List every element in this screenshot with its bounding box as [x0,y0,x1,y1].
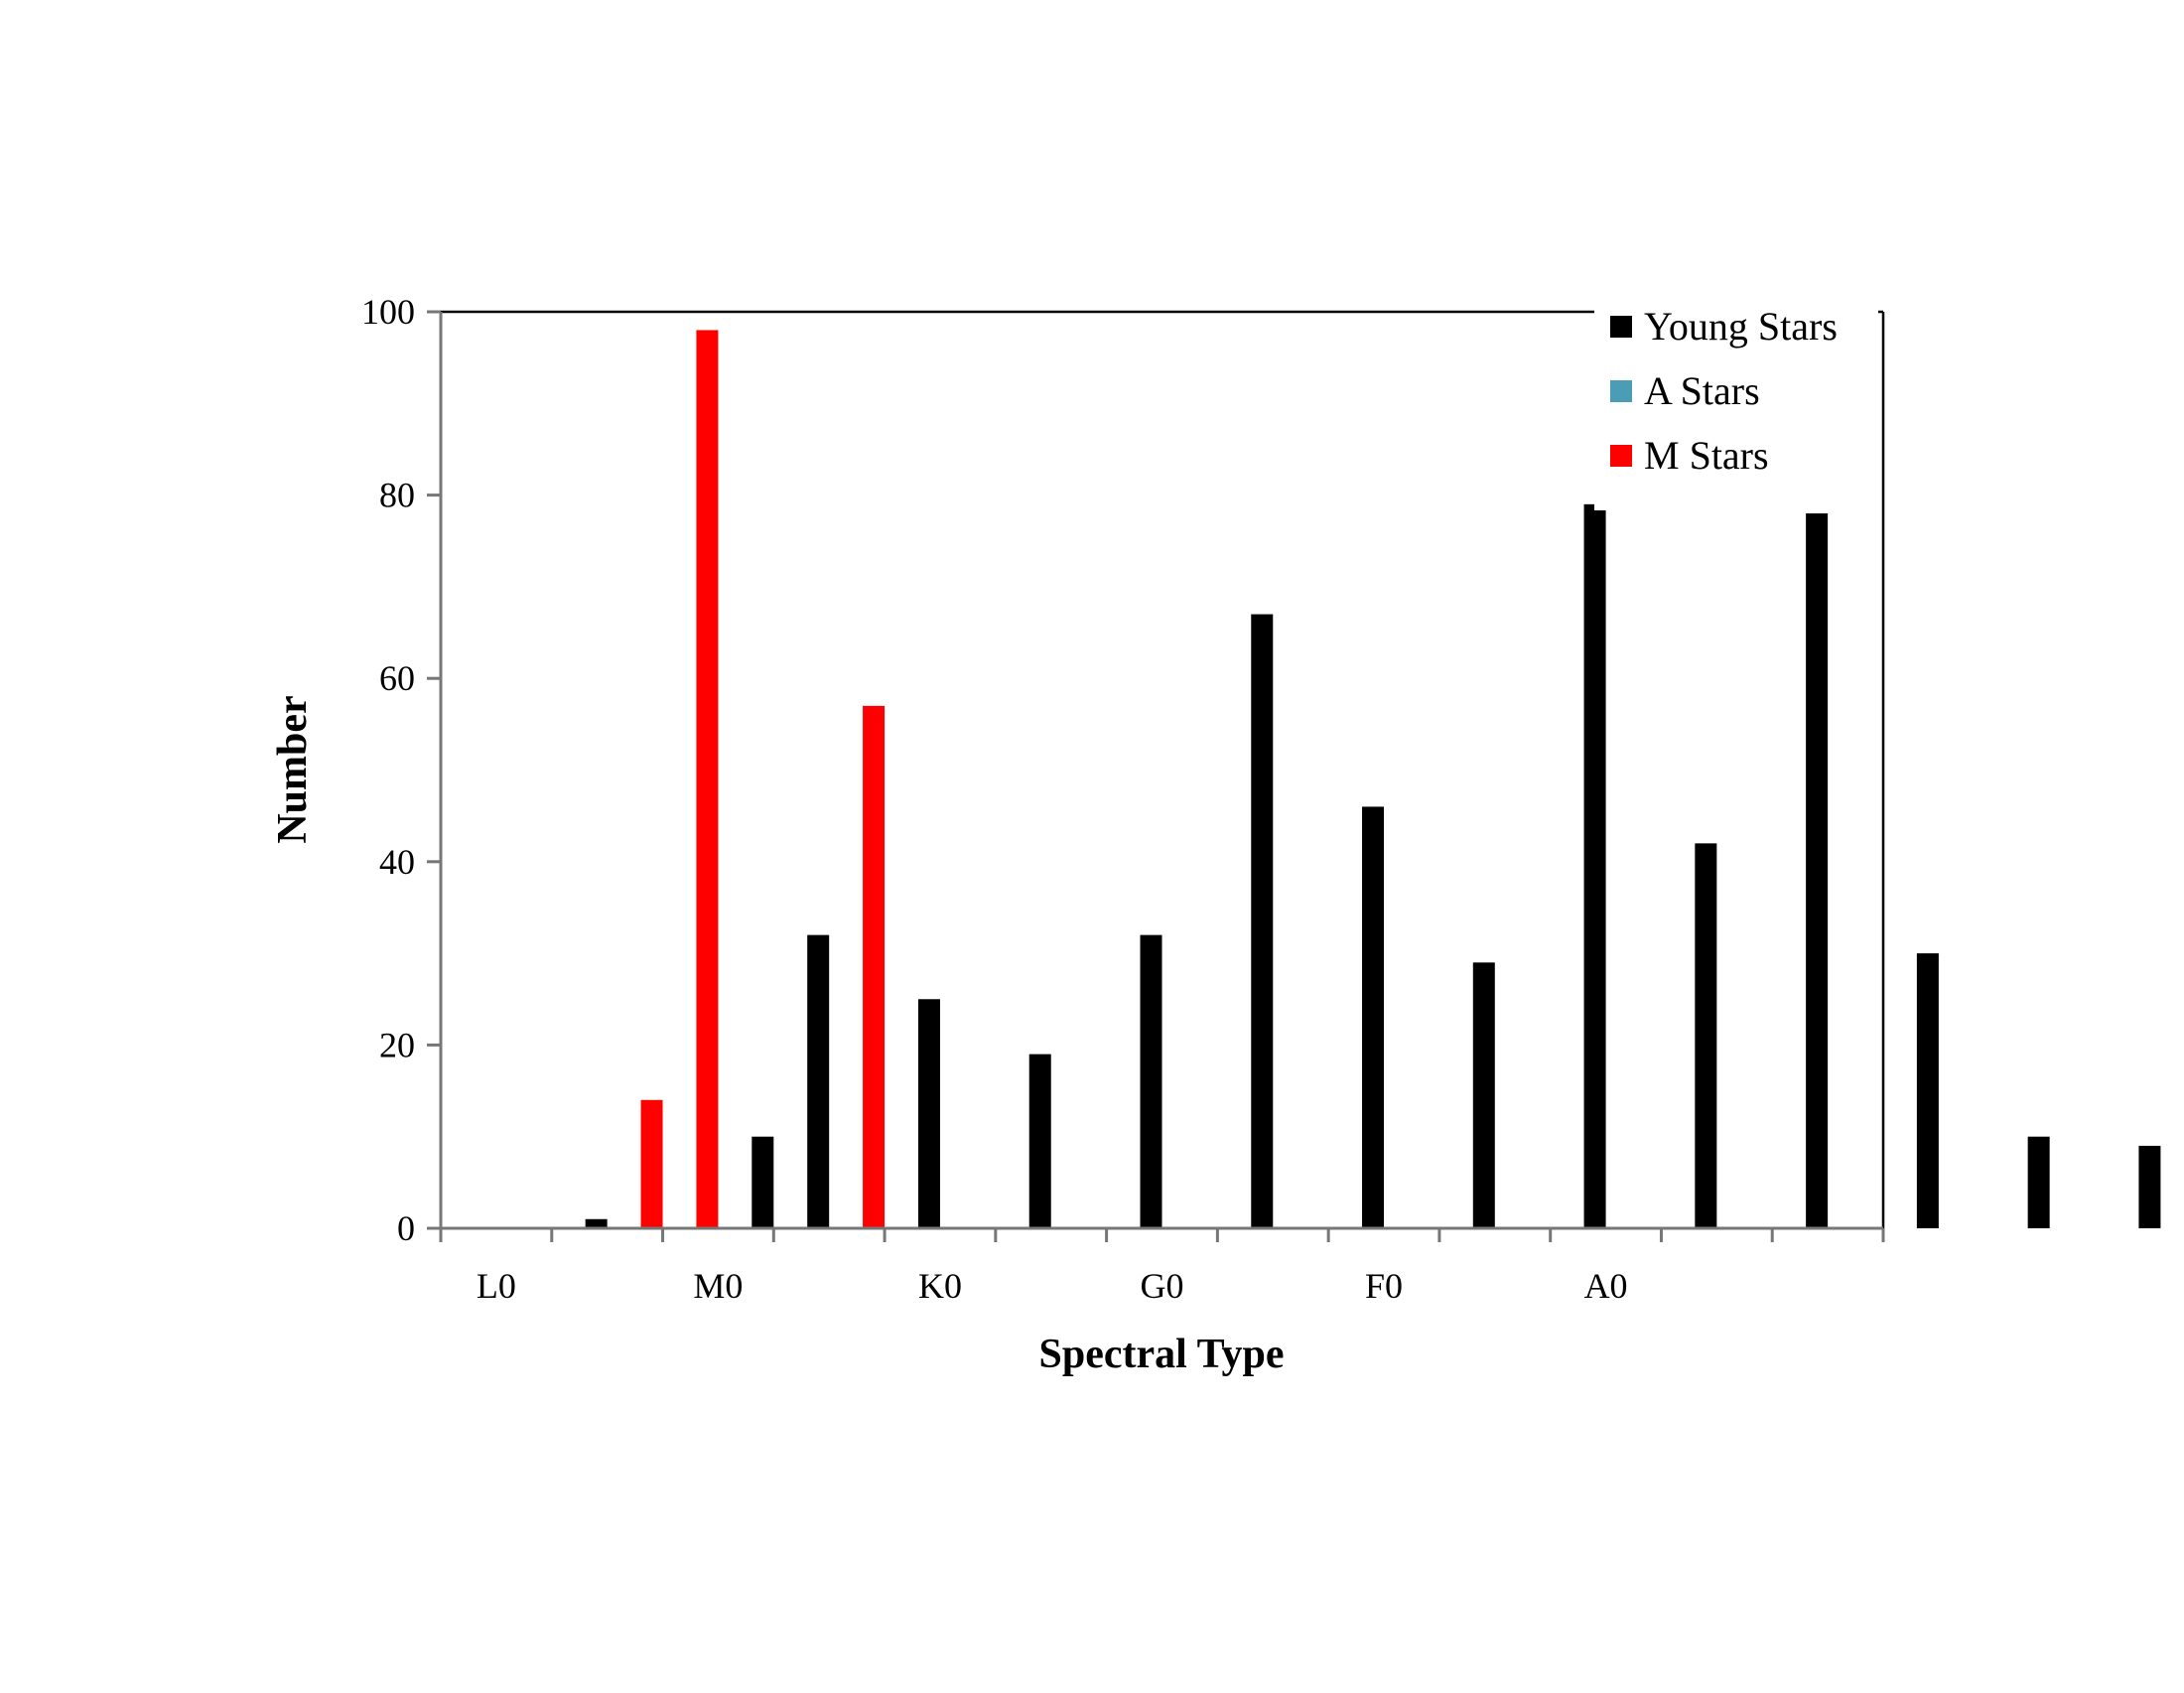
legend-swatch-m-stars [1610,445,1632,467]
bar-young-stars-13 [2027,1136,2050,1228]
x-tick-label-m0: M0 [693,1266,743,1306]
x-axis-title: Spectral Type [1039,1332,1285,1377]
x-tick-label-l0: L0 [477,1266,516,1306]
y-tick-label-0: 0 [397,1208,415,1248]
x-tick-label-g0: G0 [1141,1266,1184,1306]
legend-label-young-stars: Young Stars [1644,304,1838,349]
bar-young-stars-6 [1251,614,1274,1228]
legend-swatch-a-stars [1610,380,1632,402]
axes-layer: 0 20 40 60 80 100 L0 M0 K0 G0 F0 A0 [361,292,1885,1306]
bar-young-stars-14 [2138,1145,2161,1228]
legend-swatch-young-stars [1610,316,1632,338]
bar-young-stars-4 [1028,1054,1051,1228]
y-axis-title: Number [270,695,316,843]
legend-label-a-stars: A Stars [1644,368,1760,413]
bar-young-stars-2 [807,934,830,1228]
bar-young-stars-7 [1362,806,1385,1228]
x-tick-label-a0: A0 [1584,1266,1628,1306]
y-tick-label-100: 100 [361,292,415,332]
bar-young-stars-11 [1806,513,1829,1228]
legend-background [1594,294,1878,510]
bar-young-stars-10 [1695,843,1717,1228]
bar-young-stars-8 [1472,962,1495,1228]
y-tick-label-60: 60 [379,658,415,698]
y-tick-label-20: 20 [379,1025,415,1064]
bar-young-stars-1 [751,1136,774,1228]
y-tick-label-40: 40 [379,842,415,882]
bar-m-stars-1 [696,330,719,1229]
bar-young-stars-0 [585,1218,608,1228]
bar-young-stars-12 [1916,953,1939,1228]
bar-young-stars-9 [1583,503,1606,1229]
x-tick-label-k0: K0 [918,1266,962,1306]
bar-young-stars-5 [1140,934,1162,1228]
bar-m-stars-0 [640,1099,663,1228]
legend: Young Stars A Stars M Stars [1594,294,1878,510]
bar-m-stars-2 [863,705,886,1228]
x-tick-label-f0: F0 [1365,1266,1403,1306]
bar-young-stars-3 [917,999,940,1228]
y-tick-label-80: 80 [379,476,415,515]
legend-label-m-stars: M Stars [1644,433,1769,478]
bars-layer [585,330,2161,1229]
